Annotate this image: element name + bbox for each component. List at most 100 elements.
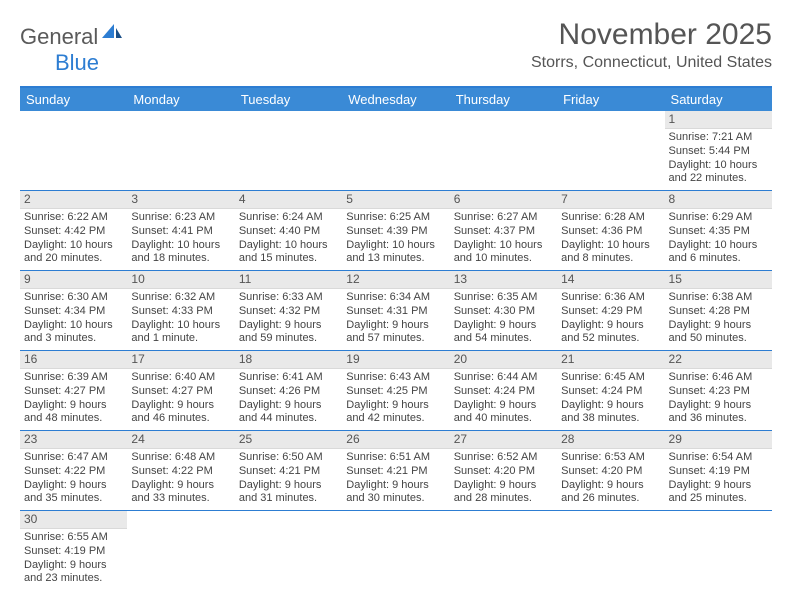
day-number: 10 (127, 271, 234, 289)
day-number: 21 (557, 351, 664, 369)
day-number: 2 (20, 191, 127, 209)
week-row: 9Sunrise: 6:30 AM Sunset: 4:34 PM Daylig… (20, 271, 772, 351)
day-number: 26 (342, 431, 449, 449)
day-cell: 1Sunrise: 7:21 AM Sunset: 5:44 PM Daylig… (665, 111, 772, 190)
dow-monday: Monday (127, 88, 234, 111)
empty-cell (235, 111, 342, 190)
week-row: 1Sunrise: 7:21 AM Sunset: 5:44 PM Daylig… (20, 111, 772, 191)
day-details: Sunrise: 6:33 AM Sunset: 4:32 PM Dayligh… (235, 289, 342, 350)
week-row: 23Sunrise: 6:47 AM Sunset: 4:22 PM Dayli… (20, 431, 772, 511)
day-cell: 17Sunrise: 6:40 AM Sunset: 4:27 PM Dayli… (127, 351, 234, 430)
day-details: Sunrise: 6:39 AM Sunset: 4:27 PM Dayligh… (20, 369, 127, 430)
day-details: Sunrise: 6:36 AM Sunset: 4:29 PM Dayligh… (557, 289, 664, 350)
logo: General Blue (20, 24, 99, 76)
page-title: November 2025 (531, 18, 772, 52)
day-number: 8 (665, 191, 772, 209)
day-number: 29 (665, 431, 772, 449)
day-cell: 14Sunrise: 6:36 AM Sunset: 4:29 PM Dayli… (557, 271, 664, 350)
day-details: Sunrise: 6:51 AM Sunset: 4:21 PM Dayligh… (342, 449, 449, 510)
day-details: Sunrise: 6:23 AM Sunset: 4:41 PM Dayligh… (127, 209, 234, 270)
empty-cell (342, 111, 449, 190)
day-cell: 21Sunrise: 6:45 AM Sunset: 4:24 PM Dayli… (557, 351, 664, 430)
day-cell: 6Sunrise: 6:27 AM Sunset: 4:37 PM Daylig… (450, 191, 557, 270)
dow-sunday: Sunday (20, 88, 127, 111)
day-details: Sunrise: 6:27 AM Sunset: 4:37 PM Dayligh… (450, 209, 557, 270)
day-cell: 23Sunrise: 6:47 AM Sunset: 4:22 PM Dayli… (20, 431, 127, 510)
day-number: 6 (450, 191, 557, 209)
day-cell: 30Sunrise: 6:55 AM Sunset: 4:19 PM Dayli… (20, 511, 127, 590)
empty-cell (557, 511, 664, 590)
day-cell: 22Sunrise: 6:46 AM Sunset: 4:23 PM Dayli… (665, 351, 772, 430)
day-details: Sunrise: 6:22 AM Sunset: 4:42 PM Dayligh… (20, 209, 127, 270)
day-number: 7 (557, 191, 664, 209)
empty-cell (127, 511, 234, 590)
day-cell: 9Sunrise: 6:30 AM Sunset: 4:34 PM Daylig… (20, 271, 127, 350)
day-number: 3 (127, 191, 234, 209)
empty-cell (20, 111, 127, 190)
dow-saturday: Saturday (665, 88, 772, 111)
day-details: Sunrise: 6:50 AM Sunset: 4:21 PM Dayligh… (235, 449, 342, 510)
day-number: 22 (665, 351, 772, 369)
logo-text-general: General (20, 24, 98, 49)
day-cell: 7Sunrise: 6:28 AM Sunset: 4:36 PM Daylig… (557, 191, 664, 270)
week-row: 30Sunrise: 6:55 AM Sunset: 4:19 PM Dayli… (20, 511, 772, 590)
day-details: Sunrise: 6:34 AM Sunset: 4:31 PM Dayligh… (342, 289, 449, 350)
day-number: 25 (235, 431, 342, 449)
day-number: 20 (450, 351, 557, 369)
day-details: Sunrise: 6:24 AM Sunset: 4:40 PM Dayligh… (235, 209, 342, 270)
day-details: Sunrise: 7:21 AM Sunset: 5:44 PM Dayligh… (665, 129, 772, 190)
day-cell: 11Sunrise: 6:33 AM Sunset: 4:32 PM Dayli… (235, 271, 342, 350)
empty-cell (235, 511, 342, 590)
day-number: 18 (235, 351, 342, 369)
empty-cell (665, 511, 772, 590)
day-number: 4 (235, 191, 342, 209)
calendar-body: 1Sunrise: 7:21 AM Sunset: 5:44 PM Daylig… (20, 111, 772, 590)
empty-cell (450, 511, 557, 590)
day-number: 12 (342, 271, 449, 289)
empty-cell (342, 511, 449, 590)
dow-tuesday: Tuesday (235, 88, 342, 111)
day-details: Sunrise: 6:44 AM Sunset: 4:24 PM Dayligh… (450, 369, 557, 430)
day-details: Sunrise: 6:45 AM Sunset: 4:24 PM Dayligh… (557, 369, 664, 430)
day-number: 13 (450, 271, 557, 289)
day-details: Sunrise: 6:54 AM Sunset: 4:19 PM Dayligh… (665, 449, 772, 510)
day-details: Sunrise: 6:53 AM Sunset: 4:20 PM Dayligh… (557, 449, 664, 510)
day-number: 11 (235, 271, 342, 289)
empty-cell (450, 111, 557, 190)
day-cell: 26Sunrise: 6:51 AM Sunset: 4:21 PM Dayli… (342, 431, 449, 510)
day-number: 14 (557, 271, 664, 289)
day-number: 30 (20, 511, 127, 529)
day-details: Sunrise: 6:32 AM Sunset: 4:33 PM Dayligh… (127, 289, 234, 350)
location-text: Storrs, Connecticut, United States (531, 54, 772, 72)
header: General Blue November 2025 Storrs, Conne… (0, 0, 792, 76)
day-cell: 5Sunrise: 6:25 AM Sunset: 4:39 PM Daylig… (342, 191, 449, 270)
dow-thursday: Thursday (450, 88, 557, 111)
day-number: 9 (20, 271, 127, 289)
day-details: Sunrise: 6:55 AM Sunset: 4:19 PM Dayligh… (20, 529, 127, 590)
day-number: 1 (665, 111, 772, 129)
day-cell: 19Sunrise: 6:43 AM Sunset: 4:25 PM Dayli… (342, 351, 449, 430)
day-cell: 18Sunrise: 6:41 AM Sunset: 4:26 PM Dayli… (235, 351, 342, 430)
day-number: 27 (450, 431, 557, 449)
empty-cell (557, 111, 664, 190)
day-cell: 3Sunrise: 6:23 AM Sunset: 4:41 PM Daylig… (127, 191, 234, 270)
day-details: Sunrise: 6:48 AM Sunset: 4:22 PM Dayligh… (127, 449, 234, 510)
day-number: 28 (557, 431, 664, 449)
empty-cell (127, 111, 234, 190)
day-number: 5 (342, 191, 449, 209)
day-cell: 15Sunrise: 6:38 AM Sunset: 4:28 PM Dayli… (665, 271, 772, 350)
day-cell: 12Sunrise: 6:34 AM Sunset: 4:31 PM Dayli… (342, 271, 449, 350)
week-row: 16Sunrise: 6:39 AM Sunset: 4:27 PM Dayli… (20, 351, 772, 431)
day-number: 16 (20, 351, 127, 369)
day-details: Sunrise: 6:52 AM Sunset: 4:20 PM Dayligh… (450, 449, 557, 510)
logo-text-blue: Blue (55, 50, 99, 76)
day-details: Sunrise: 6:41 AM Sunset: 4:26 PM Dayligh… (235, 369, 342, 430)
day-cell: 2Sunrise: 6:22 AM Sunset: 4:42 PM Daylig… (20, 191, 127, 270)
title-block: November 2025 Storrs, Connecticut, Unite… (531, 18, 772, 72)
day-cell: 29Sunrise: 6:54 AM Sunset: 4:19 PM Dayli… (665, 431, 772, 510)
day-cell: 16Sunrise: 6:39 AM Sunset: 4:27 PM Dayli… (20, 351, 127, 430)
calendar: SundayMondayTuesdayWednesdayThursdayFrid… (20, 86, 772, 590)
day-cell: 28Sunrise: 6:53 AM Sunset: 4:20 PM Dayli… (557, 431, 664, 510)
sail-icon (100, 22, 124, 42)
day-number: 17 (127, 351, 234, 369)
